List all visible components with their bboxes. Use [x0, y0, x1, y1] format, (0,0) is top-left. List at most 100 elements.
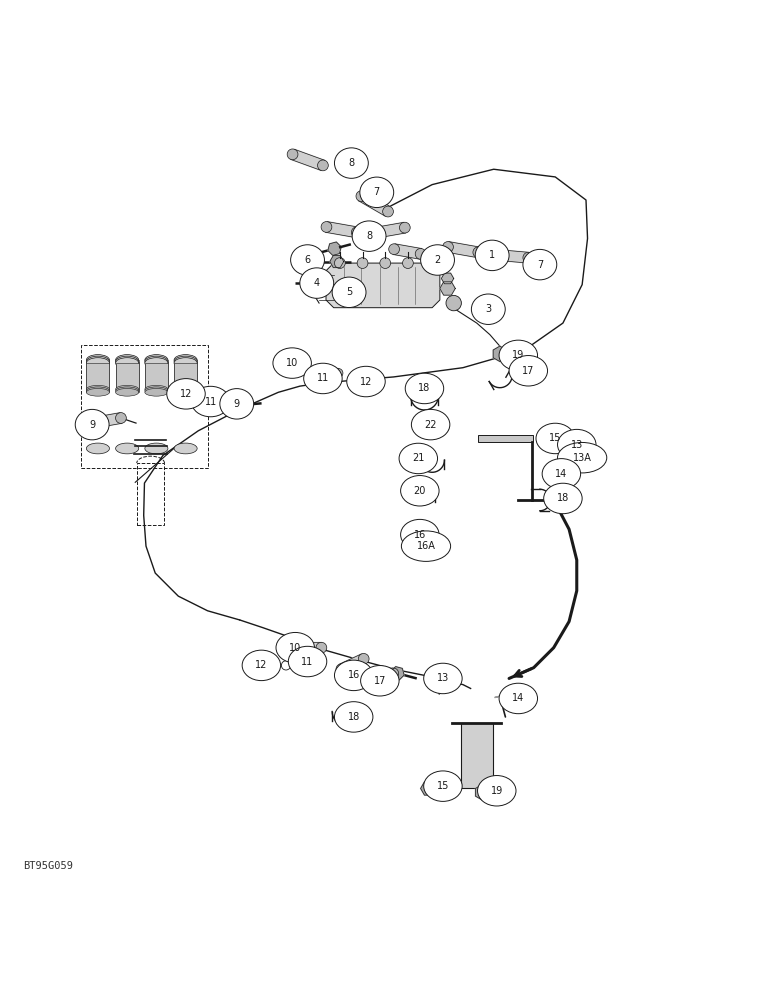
Circle shape — [317, 160, 328, 171]
Text: 8: 8 — [366, 231, 372, 241]
Polygon shape — [326, 222, 357, 238]
Polygon shape — [391, 667, 404, 680]
Circle shape — [334, 368, 343, 378]
Circle shape — [422, 421, 434, 433]
Bar — [145, 363, 168, 392]
Ellipse shape — [116, 387, 139, 395]
Bar — [145, 360, 168, 389]
Circle shape — [359, 673, 370, 684]
Ellipse shape — [145, 388, 168, 396]
Ellipse shape — [334, 702, 373, 732]
Ellipse shape — [116, 388, 139, 396]
Polygon shape — [359, 191, 391, 216]
Ellipse shape — [273, 348, 311, 378]
Polygon shape — [364, 668, 394, 684]
Ellipse shape — [145, 356, 168, 367]
Ellipse shape — [300, 268, 334, 298]
Circle shape — [223, 392, 232, 401]
Ellipse shape — [542, 459, 581, 489]
Ellipse shape — [499, 683, 537, 714]
Ellipse shape — [303, 363, 342, 394]
Ellipse shape — [424, 663, 462, 694]
Ellipse shape — [523, 249, 557, 280]
Polygon shape — [428, 672, 439, 674]
Text: 17: 17 — [374, 676, 386, 686]
Circle shape — [286, 642, 297, 653]
Ellipse shape — [332, 277, 366, 308]
Text: 16: 16 — [347, 670, 360, 680]
Bar — [86, 362, 110, 391]
Text: 1: 1 — [489, 250, 495, 260]
Polygon shape — [330, 256, 344, 268]
Text: 19: 19 — [512, 350, 524, 360]
Ellipse shape — [86, 443, 110, 454]
Ellipse shape — [401, 531, 451, 561]
Circle shape — [425, 258, 436, 268]
Bar — [478, 435, 533, 442]
Text: 16A: 16A — [417, 541, 435, 551]
Polygon shape — [378, 222, 406, 238]
Text: 13A: 13A — [573, 453, 591, 463]
Ellipse shape — [174, 358, 197, 368]
Text: 6: 6 — [304, 255, 310, 265]
Ellipse shape — [499, 340, 537, 371]
Ellipse shape — [536, 423, 574, 454]
Circle shape — [321, 222, 332, 232]
Text: 4: 4 — [313, 278, 320, 288]
Circle shape — [356, 191, 367, 202]
Polygon shape — [442, 273, 454, 284]
Text: 5: 5 — [346, 287, 352, 297]
Text: 17: 17 — [522, 366, 534, 376]
Ellipse shape — [276, 632, 314, 663]
Polygon shape — [339, 654, 366, 674]
Bar — [137, 463, 164, 525]
Ellipse shape — [116, 356, 139, 367]
Text: 16: 16 — [414, 530, 426, 540]
Text: 12: 12 — [256, 660, 268, 670]
Ellipse shape — [174, 443, 197, 454]
Polygon shape — [393, 244, 422, 259]
Polygon shape — [309, 368, 338, 378]
Polygon shape — [326, 263, 440, 308]
Ellipse shape — [86, 355, 110, 365]
Circle shape — [287, 149, 298, 160]
Circle shape — [389, 244, 399, 255]
Ellipse shape — [116, 443, 139, 454]
Ellipse shape — [191, 386, 230, 417]
Text: 20: 20 — [414, 486, 426, 496]
Circle shape — [351, 227, 362, 238]
Circle shape — [336, 664, 347, 675]
Bar — [174, 360, 197, 389]
Bar — [81, 345, 208, 468]
Circle shape — [473, 247, 484, 258]
Polygon shape — [201, 392, 229, 406]
Text: 11: 11 — [205, 397, 217, 407]
Ellipse shape — [399, 443, 438, 474]
Ellipse shape — [401, 519, 439, 550]
Ellipse shape — [220, 389, 254, 419]
Ellipse shape — [360, 177, 394, 208]
Ellipse shape — [86, 388, 110, 396]
Text: 18: 18 — [557, 493, 569, 503]
Ellipse shape — [543, 483, 582, 514]
Text: 22: 22 — [425, 420, 437, 430]
Polygon shape — [291, 149, 325, 170]
Polygon shape — [310, 370, 323, 384]
Polygon shape — [91, 413, 122, 428]
Polygon shape — [284, 648, 297, 661]
Ellipse shape — [476, 240, 509, 271]
Ellipse shape — [401, 476, 439, 506]
Ellipse shape — [145, 385, 168, 393]
Bar — [86, 363, 110, 392]
Text: 9: 9 — [89, 420, 95, 430]
Polygon shape — [328, 242, 341, 255]
Text: 19: 19 — [491, 786, 503, 796]
Ellipse shape — [509, 356, 547, 386]
Circle shape — [358, 653, 369, 664]
Ellipse shape — [290, 245, 324, 275]
Circle shape — [415, 248, 426, 259]
Text: BT95G059: BT95G059 — [23, 861, 73, 871]
Text: 10: 10 — [286, 358, 298, 368]
Text: 7: 7 — [537, 260, 543, 270]
Ellipse shape — [478, 776, 516, 806]
